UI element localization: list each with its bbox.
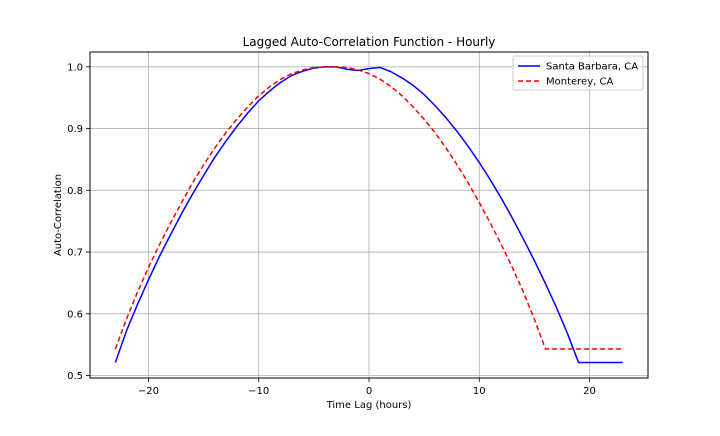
- legend: Santa Barbara, CA Monterey, CA: [512, 55, 644, 91]
- y-tick-label: 0.5: [67, 371, 83, 382]
- y-tick-label: 0.6: [67, 309, 83, 320]
- x-tick-label: 20: [583, 386, 596, 397]
- y-tick-label: 1.0: [67, 62, 83, 73]
- y-tick-label: 0.9: [67, 124, 83, 135]
- chart-title: Lagged Auto-Correlation Function - Hourl…: [243, 35, 496, 49]
- legend-box: [512, 55, 644, 91]
- legend-label-monterey: Monterey, CA: [546, 77, 613, 88]
- x-tick-label: −10: [248, 386, 269, 397]
- series-line-monterey: [114, 66, 623, 350]
- x-axis-label: Time Lag (hours): [326, 400, 412, 411]
- y-tick-label: 0.7: [67, 248, 83, 259]
- series-layer: [114, 66, 623, 364]
- x-tick-label: 10: [473, 386, 486, 397]
- x-tick-label: −20: [138, 386, 159, 397]
- legend-label-santa-barbara: Santa Barbara, CA: [546, 62, 638, 73]
- x-axis-ticks: −20 −10 0 10 20: [138, 378, 596, 397]
- y-tick-label: 0.8: [67, 186, 83, 197]
- series-line-santa-barbara: [114, 66, 623, 364]
- y-axis-label: Auto-Correlation: [53, 174, 64, 256]
- x-tick-label: 0: [366, 386, 372, 397]
- grid: [90, 52, 648, 378]
- y-axis-ticks: 0.5 0.6 0.7 0.8 0.9 1.0: [67, 62, 90, 382]
